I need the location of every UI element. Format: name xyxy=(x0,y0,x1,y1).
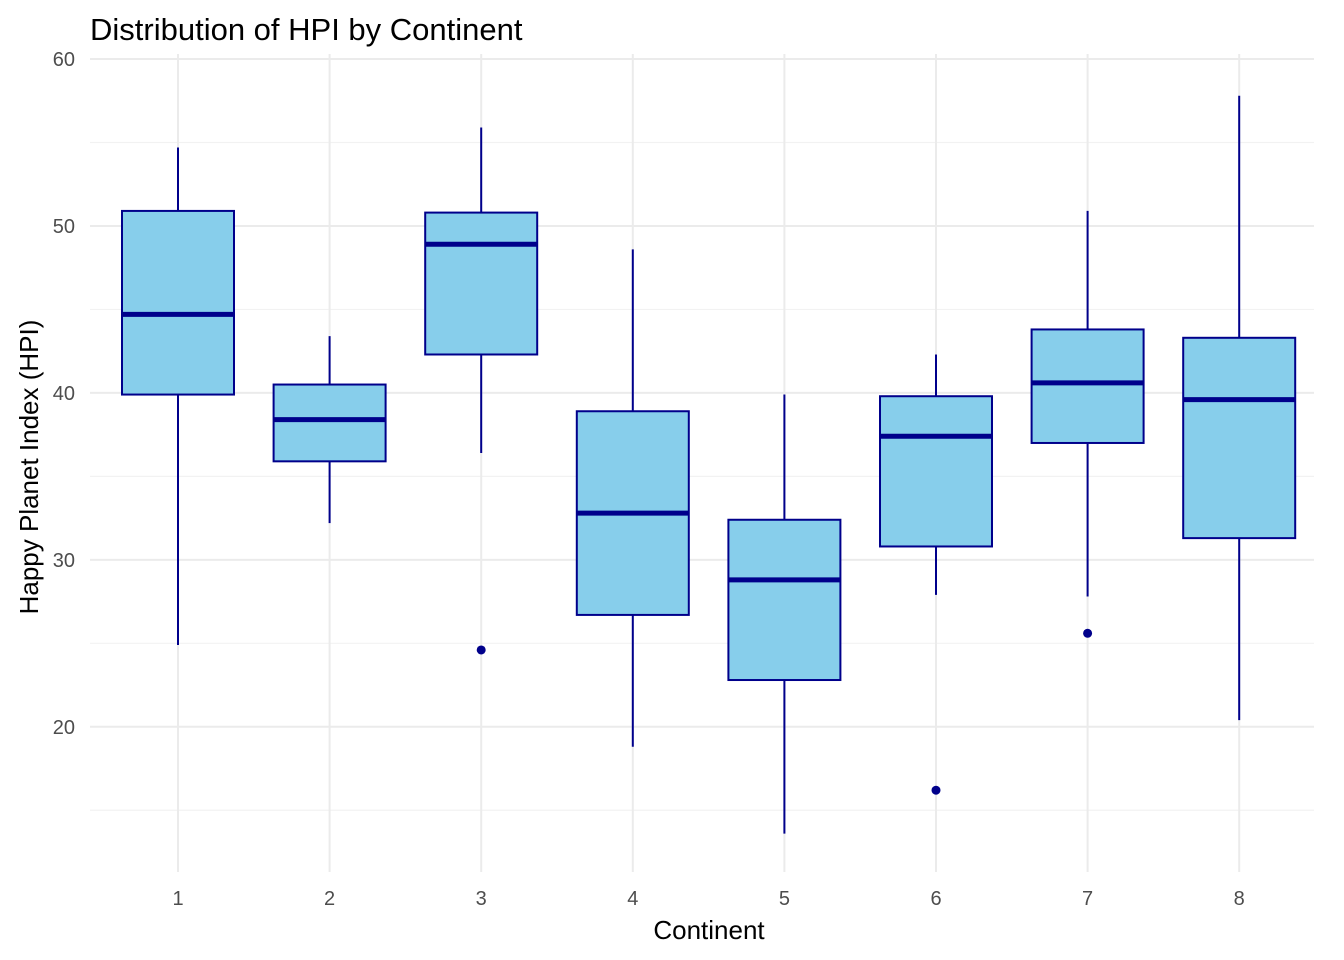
x-tick-label: 7 xyxy=(1082,888,1093,910)
x-tick-label: 2 xyxy=(324,888,335,910)
outlier-point xyxy=(476,645,486,655)
box-group xyxy=(727,394,842,834)
box-group xyxy=(272,336,387,524)
box-group xyxy=(879,354,993,795)
iqr-box xyxy=(727,518,842,682)
iqr-box xyxy=(121,209,235,396)
y-axis-ticks: 20 30 40 50 60 xyxy=(53,49,75,739)
iqr-box xyxy=(272,383,387,463)
outlier-point xyxy=(931,785,941,795)
y-tick-label: 50 xyxy=(53,216,75,238)
y-tick-label: 60 xyxy=(53,49,75,71)
box-layer xyxy=(121,95,1297,834)
outlier-point xyxy=(1083,628,1093,638)
chart-title: Distribution of HPI by Continent xyxy=(90,12,523,47)
x-tick-label: 1 xyxy=(172,888,183,910)
x-axis-title: Continent xyxy=(653,915,765,945)
y-axis-title: Happy Planet Index (HPI) xyxy=(14,320,44,615)
x-tick-label: 3 xyxy=(476,888,487,910)
y-tick-label: 20 xyxy=(53,717,75,739)
iqr-box xyxy=(1182,336,1297,540)
box-group xyxy=(575,249,690,747)
box-group xyxy=(121,147,235,645)
x-tick-label: 6 xyxy=(930,888,941,910)
x-tick-label: 4 xyxy=(627,888,638,910)
x-axis-ticks: 1 2 3 4 5 6 7 8 xyxy=(172,888,1244,910)
iqr-box xyxy=(1030,328,1145,444)
box-group xyxy=(1182,95,1297,721)
y-tick-label: 30 xyxy=(53,550,75,572)
x-tick-label: 8 xyxy=(1234,888,1245,910)
box-group xyxy=(424,127,539,655)
x-tick-label: 5 xyxy=(779,888,790,910)
box-group xyxy=(1030,210,1145,638)
y-tick-label: 40 xyxy=(53,383,75,405)
iqr-box xyxy=(424,211,539,356)
iqr-box xyxy=(879,395,993,548)
